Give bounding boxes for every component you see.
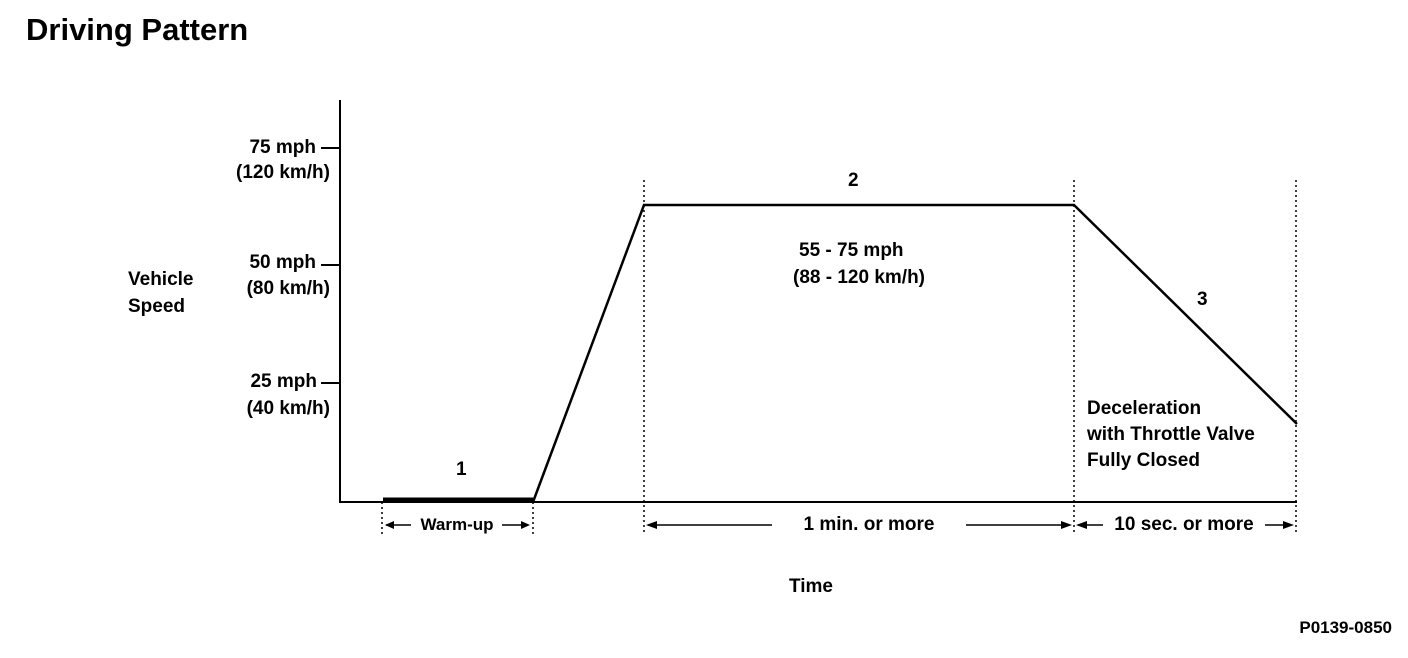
phase-3-number: 3 bbox=[1197, 289, 1208, 310]
warmup-arrowhead-left bbox=[385, 521, 394, 529]
duration-1-min: 1 min. or more bbox=[803, 514, 935, 535]
phase-1-number: 1 bbox=[456, 459, 467, 480]
y-axis-label-line2: Speed bbox=[128, 296, 186, 317]
speed-profile-line bbox=[531, 203, 1298, 503]
phase-3-note-line3: Fully Closed bbox=[1087, 450, 1200, 471]
y-axis-label-line1: Vehicle bbox=[128, 269, 194, 290]
y-tick-80-kmh: (80 km/h) bbox=[246, 278, 330, 299]
duration-warm-up: Warm-up bbox=[420, 515, 494, 534]
phase2-arrowhead-right bbox=[1061, 521, 1072, 529]
diagram-title: Driving Pattern bbox=[26, 12, 249, 47]
y-tick-75-mph: 75 mph bbox=[249, 137, 316, 158]
y-tick-25-mph: 25 mph bbox=[250, 371, 317, 392]
phase2-arrowhead-left bbox=[646, 521, 657, 529]
phase3-arrowhead-right bbox=[1283, 521, 1294, 529]
phase-2-number: 2 bbox=[848, 170, 859, 191]
duration-10-sec: 10 sec. or more bbox=[1114, 514, 1254, 535]
figure-code: P0139-0850 bbox=[1299, 618, 1392, 637]
x-axis-label: Time bbox=[789, 576, 834, 597]
phase-3-note-line2: with Throttle Valve bbox=[1087, 424, 1255, 445]
y-tick-40-kmh: (40 km/h) bbox=[246, 398, 330, 419]
warmup-arrowhead-right bbox=[521, 521, 530, 529]
phase3-arrowhead-left bbox=[1076, 521, 1087, 529]
y-tick-120-kmh: (120 km/h) bbox=[236, 162, 330, 183]
phase-2-speed-kmh: (88 - 120 km/h) bbox=[793, 267, 925, 288]
y-tick-50-mph: 50 mph bbox=[249, 252, 316, 273]
phase-2-speed-mph: 55 - 75 mph bbox=[799, 240, 904, 261]
phase-3-note-line1: Deceleration bbox=[1087, 398, 1202, 419]
